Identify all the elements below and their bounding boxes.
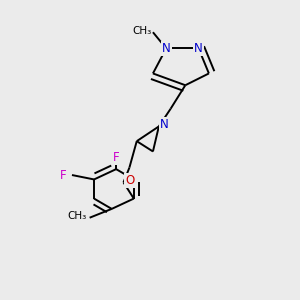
Text: N: N (194, 42, 203, 55)
Text: CH₃: CH₃ (132, 26, 152, 36)
Text: F: F (60, 169, 67, 182)
Text: F: F (113, 151, 119, 164)
Text: N: N (160, 118, 169, 130)
Text: N: N (162, 42, 171, 55)
Text: O: O (125, 174, 135, 188)
Text: CH₃: CH₃ (68, 211, 87, 221)
